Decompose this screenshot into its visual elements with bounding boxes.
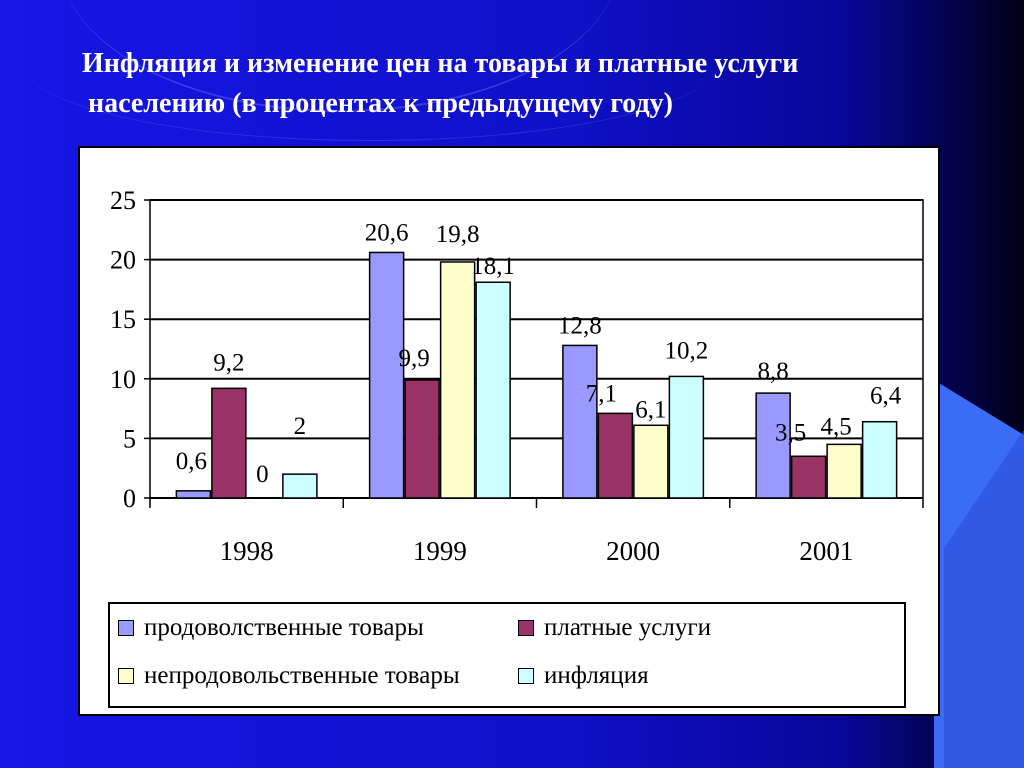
- legend-item: платные услуги: [518, 614, 711, 642]
- data-label: 18,1: [471, 253, 515, 280]
- data-label: 2: [294, 413, 307, 440]
- bar: [562, 344, 598, 499]
- y-tick-label: 10: [110, 365, 136, 394]
- x-tick-label: 2000: [606, 536, 660, 566]
- data-label: 6,1: [635, 396, 666, 423]
- data-label: 19,8: [436, 221, 480, 248]
- legend-swatch: [118, 620, 134, 636]
- bar: [439, 261, 476, 499]
- data-label: 0: [256, 461, 269, 488]
- data-label: 4,5: [821, 413, 852, 440]
- data-label: 9,2: [213, 349, 244, 376]
- bar: [597, 412, 634, 499]
- bar: [755, 392, 791, 499]
- legend-swatch: [118, 668, 134, 684]
- y-tick-label: 25: [110, 186, 136, 215]
- legend-item: инфляция: [518, 662, 649, 690]
- plot-area-frame: [149, 199, 924, 499]
- bar: [826, 443, 862, 499]
- y-tick-label: 20: [110, 246, 136, 275]
- bar: [633, 424, 669, 499]
- slide-title-line-1: Инфляция и изменение цен на товары и пла…: [82, 48, 799, 79]
- decorative-arc: [20, 0, 720, 141]
- bar: [404, 379, 440, 499]
- x-tick-label: 1999: [413, 536, 467, 566]
- data-label: 8,8: [758, 358, 789, 385]
- bar: [282, 473, 318, 499]
- legend-label: платные услуги: [544, 614, 711, 641]
- data-label: 6,4: [870, 383, 902, 410]
- chart-legend: продоволственные товары платные услуги неп…: [108, 602, 906, 708]
- x-tick-label: 2001: [799, 536, 853, 566]
- x-tick-label: 1998: [220, 536, 274, 566]
- chart-panel: 0 5 10 15 20 25 0,6 9,2 0 2 1998 20,6 9,9 19,8 18,1 199…: [78, 146, 940, 716]
- data-label: 7,1: [586, 380, 617, 407]
- bar: [175, 490, 212, 499]
- legend-swatch: [518, 668, 534, 684]
- bar: [861, 420, 898, 499]
- legend-item: непродовольственные товары: [118, 662, 460, 690]
- bar: [475, 281, 511, 499]
- slide-title: Инфляция и изменение цен на товары и пла…: [82, 44, 982, 124]
- legend-label: инфляция: [544, 662, 649, 689]
- bar: [211, 387, 247, 499]
- y-tick-label: 0: [123, 484, 136, 513]
- legend-swatch: [518, 620, 534, 636]
- legend-label: непродовольственные товары: [144, 662, 460, 689]
- bar: [668, 375, 705, 499]
- legend-item: продоволственные товары: [118, 614, 424, 642]
- data-label: 12,8: [558, 312, 602, 339]
- y-tick-label: 15: [110, 305, 136, 334]
- data-label: 20,6: [365, 219, 409, 246]
- y-tick-label: 5: [123, 424, 136, 453]
- bar: [368, 251, 405, 499]
- bar-chart: 05101520250,69,202199820,69,919,818,1199…: [110, 186, 924, 566]
- data-label: 3,5: [775, 419, 806, 446]
- slide-title-line-2: населению (в процентах к предыдущему год…: [88, 88, 673, 119]
- data-label: 9,9: [399, 345, 430, 372]
- legend-label: продоволственные товары: [144, 614, 424, 641]
- data-label: 0,6: [176, 448, 207, 475]
- bar: [790, 455, 827, 499]
- data-label: 10,2: [665, 337, 709, 364]
